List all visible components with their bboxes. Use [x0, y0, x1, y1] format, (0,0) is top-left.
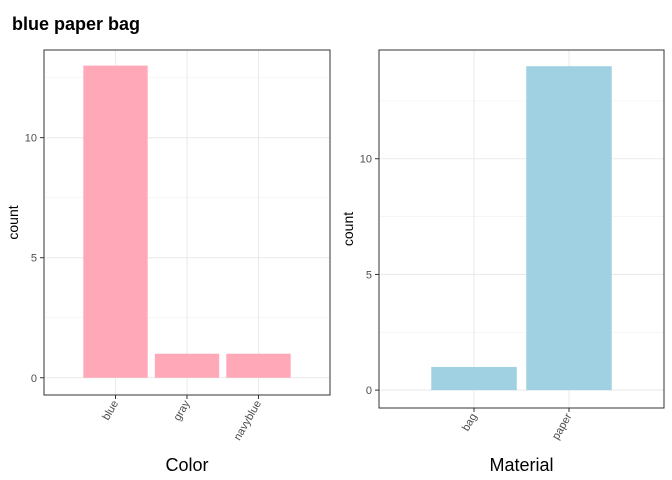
material-minor-grid [379, 100, 664, 333]
material-panel-border [378, 49, 665, 409]
color-x-axis: blue gray navyblue [100, 395, 264, 443]
color-y-axis-title: count [5, 205, 21, 239]
color-y-tick-label: 10 [25, 133, 37, 145]
color-y-axis: 0 5 10 [25, 133, 44, 385]
color-chart-panel: 0 5 10 blue gray navyblue count Color [5, 49, 331, 475]
material-x-axis-title: Material [489, 455, 553, 475]
color-bar-gray [154, 353, 220, 378]
color-y-tick-label: 5 [31, 253, 37, 265]
material-y-tick-label: 0 [366, 385, 372, 397]
material-x-tick-label: paper [550, 411, 575, 442]
color-y-tick-label: 0 [31, 373, 37, 385]
color-x-tick-label: navyblue [232, 399, 264, 443]
color-bars [83, 65, 291, 378]
figure-title: blue paper bag [12, 14, 140, 34]
material-x-axis: bag paper [460, 408, 575, 442]
material-y-tick-label: 10 [360, 154, 372, 166]
material-bar-bag [431, 366, 517, 391]
material-panel-background [379, 50, 664, 408]
color-bar-navyblue [226, 353, 291, 378]
color-x-tick-label: blue [100, 399, 121, 423]
material-bar-paper [526, 66, 612, 391]
material-y-axis-title: count [340, 212, 356, 246]
material-y-tick-label: 5 [366, 269, 372, 281]
color-x-axis-title: Color [165, 455, 208, 475]
color-bar-blue [83, 65, 148, 378]
material-bars [431, 66, 612, 391]
material-x-tick-label: bag [460, 412, 480, 434]
color-x-tick-label: gray [172, 398, 193, 423]
material-y-axis: 0 5 10 [360, 154, 379, 397]
material-chart-panel: 0 5 10 bag paper count Material [340, 49, 665, 475]
